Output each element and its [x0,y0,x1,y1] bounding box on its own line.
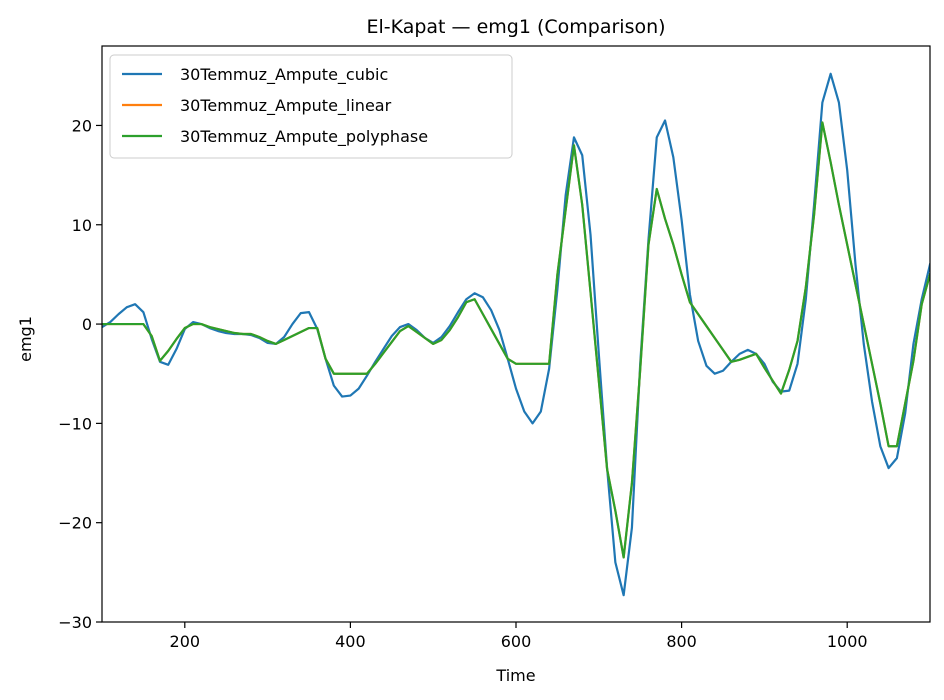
legend-label-2: 30Temmuz_Ampute_polyphase [180,127,428,147]
legend-label-1: 30Temmuz_Ampute_linear [180,96,392,116]
y-tick-label: 0 [82,315,92,334]
y-tick-label: −20 [58,514,92,533]
y-axis: −30 −20 −10 0 10 20 [58,116,102,632]
legend-box [109,54,513,159]
y-tick-label: −30 [58,613,92,632]
x-tick-label: 800 [666,632,697,651]
x-tick-label: 1000 [827,632,868,651]
x-tick-label: 600 [501,632,532,651]
chart-title: El-Kapat — emg1 (Comparison) [366,16,665,38]
x-axis: 200 400 600 800 1000 [170,622,868,651]
y-tick-label: 10 [72,216,92,235]
x-axis-label: Time [495,666,535,685]
y-tick-label: −10 [58,414,92,433]
x-tick-label: 400 [335,632,366,651]
x-tick-label: 200 [170,632,201,651]
y-tick-label: 20 [72,116,92,135]
series-line-2 [102,121,930,559]
legend-label-0: 30Temmuz_Ampute_cubic [180,65,388,85]
y-axis-label: emg1 [16,316,35,362]
series-layer [102,72,930,597]
legend: 30Temmuz_Ampute_cubic 30Temmuz_Ampute_lin… [109,54,513,159]
